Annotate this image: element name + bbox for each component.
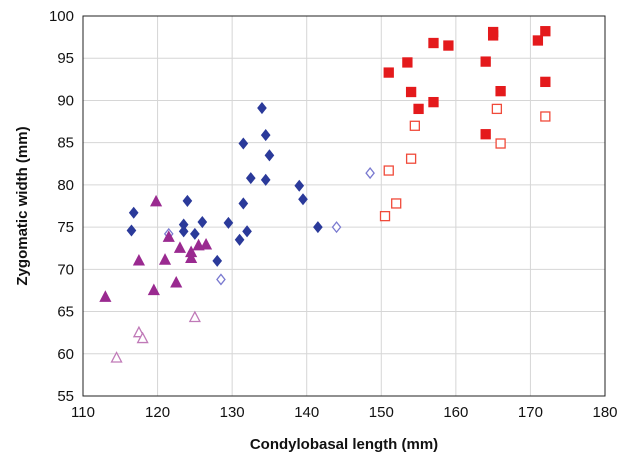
y-tick-label: 65 [57, 304, 74, 321]
diamond-hollow-point [331, 221, 342, 234]
triangle-hollow-point [110, 351, 123, 363]
square-filled-point [383, 67, 394, 78]
x-tick-label: 110 [71, 404, 95, 421]
square-filled-point [487, 30, 499, 41]
x-tick-label: 160 [443, 404, 468, 421]
triangle-filled-point [170, 275, 183, 288]
triangle-filled-point [173, 241, 187, 253]
triangle-hollow-point [136, 331, 149, 344]
diamond-hollow-point [216, 273, 226, 286]
square-filled-point [480, 56, 491, 67]
diamond-filled-point [245, 172, 256, 185]
diamond-filled-point [294, 179, 305, 192]
square-filled-point [413, 103, 424, 115]
square-filled-point [532, 35, 544, 46]
diamond-filled-point [234, 233, 245, 246]
x-tick-label: 180 [592, 404, 617, 421]
square-filled-point [480, 129, 491, 140]
square-filled-point [428, 37, 439, 49]
diamond-filled-point [128, 206, 139, 219]
x-tick-label: 120 [145, 404, 170, 421]
triangle-filled-point [185, 251, 198, 264]
y-tick-label: 55 [57, 388, 74, 405]
x-tick-label: 170 [518, 404, 543, 421]
y-tick-label: 70 [57, 261, 74, 278]
x-axis-title: Condylobasal length (mm) [250, 436, 438, 453]
y-tick-label: 60 [57, 346, 74, 363]
grid-lines [83, 16, 605, 396]
square-filled-point [405, 86, 417, 98]
diamond-filled-point [260, 173, 271, 186]
x-tick-label: 140 [294, 404, 319, 421]
triangle-filled-point [147, 283, 160, 296]
x-tick-label: 150 [369, 404, 394, 421]
diamond-filled-point [190, 227, 200, 240]
square-filled-point [540, 76, 551, 88]
diamond-filled-point [182, 194, 193, 207]
diamond-filled-point [223, 216, 234, 229]
square-hollow-point [540, 111, 551, 122]
square-filled-point [443, 40, 454, 51]
diamond-filled-point [242, 225, 252, 238]
square-hollow-point [405, 153, 417, 164]
square-filled-point [540, 26, 551, 37]
diamond-filled-point [298, 193, 308, 206]
triangle-filled-point [99, 290, 112, 302]
diamond-filled-point [260, 129, 271, 142]
diamond-filled-point [238, 137, 249, 150]
y-tick-label: 95 [57, 50, 74, 67]
y-tick-label: 100 [49, 8, 74, 25]
y-tick-label: 85 [57, 135, 74, 152]
diamond-filled-point [264, 149, 275, 162]
square-hollow-point [409, 120, 420, 131]
diamond-filled-point [238, 197, 249, 210]
square-filled-point [402, 57, 413, 68]
triangle-hollow-point [188, 310, 201, 323]
triangle-filled-point [158, 253, 172, 265]
y-tick-label: 90 [57, 92, 74, 109]
diamond-filled-point [197, 216, 208, 229]
x-tick-label: 130 [220, 404, 245, 421]
diamond-filled-point [178, 218, 189, 231]
data-points [99, 26, 551, 363]
triangle-filled-point [132, 253, 146, 266]
square-filled-point [428, 96, 439, 108]
diamond-filled-point [257, 102, 267, 115]
plot-frame [82, 15, 606, 397]
y-axis-title: Zygomatic width (mm) [14, 126, 31, 285]
triangle-filled-point [162, 230, 175, 242]
triangle-filled-point [192, 238, 205, 251]
triangle-filled-point [199, 237, 213, 250]
square-hollow-point [379, 210, 391, 222]
y-tick-label: 80 [57, 177, 74, 194]
plot-area [82, 15, 606, 397]
diamond-filled-point [212, 254, 223, 267]
y-tick-label: 75 [57, 219, 74, 236]
square-hollow-point [391, 198, 402, 209]
square-hollow-point [383, 165, 394, 176]
tick-labels: 110 120 130 140 150 160 170 180 55 60 65 70 75 80 85 90… [49, 8, 618, 421]
triangle-filled-point [150, 194, 163, 207]
diamond-filled-point [313, 221, 323, 234]
square-hollow-point [491, 103, 503, 115]
square-hollow-point [495, 138, 506, 149]
diamond-filled-point [126, 224, 137, 237]
square-filled-point [495, 86, 506, 97]
diamond-hollow-point [365, 167, 375, 180]
diamond-filled-point [178, 225, 189, 238]
